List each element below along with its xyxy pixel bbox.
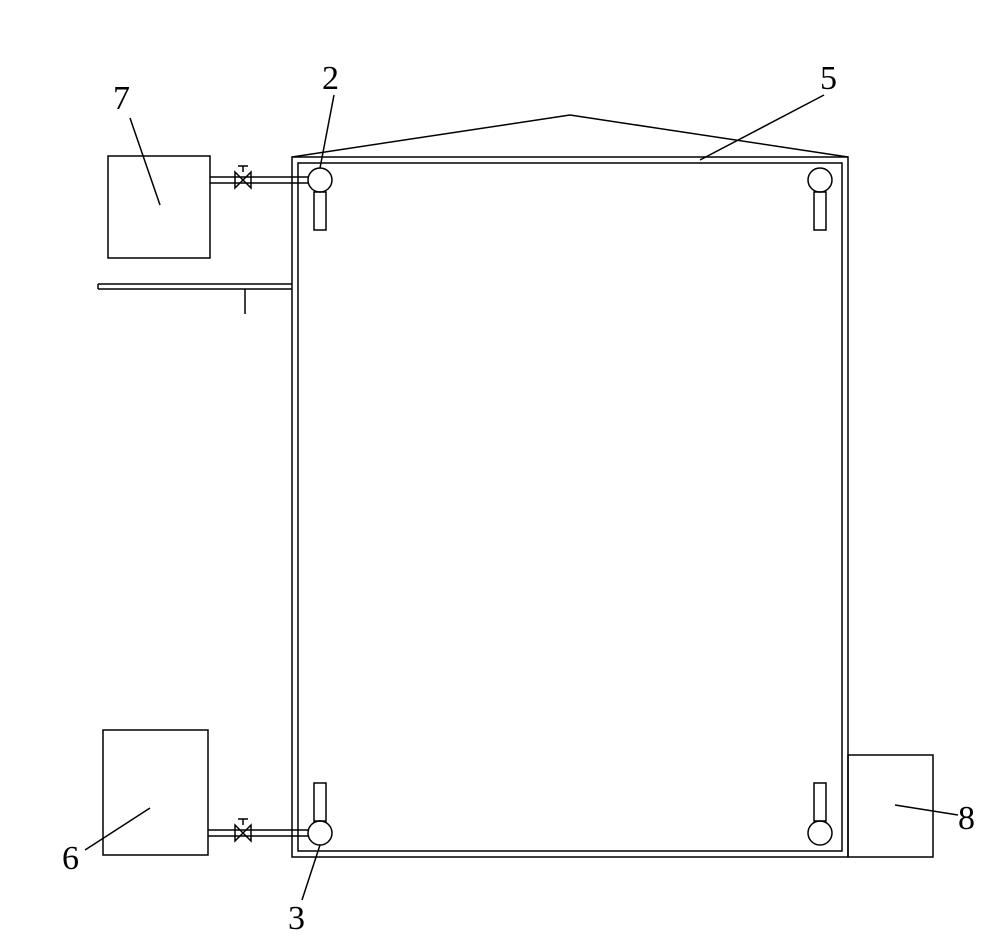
hanger-bracket (314, 783, 326, 821)
callout-label-3: 3 (288, 900, 305, 938)
component-box-8 (848, 755, 933, 857)
corner-connector-top-right (808, 168, 832, 192)
callout-label-6: 6 (62, 840, 79, 878)
corner-connector-bottom-left (308, 821, 332, 845)
hanger-bracket (314, 192, 326, 230)
corner-connector-bottom-right (808, 821, 832, 845)
callout-label-5: 5 (820, 60, 837, 98)
component-box-6 (103, 730, 208, 855)
component-box-7 (108, 156, 210, 258)
corner-connector-top-left (308, 168, 332, 192)
valve-icon (235, 172, 251, 188)
schematic-svg (0, 0, 1000, 945)
hanger-bracket (814, 783, 826, 821)
callout-label-7: 7 (113, 80, 130, 118)
main-tank-outer (292, 157, 848, 857)
hanger-bracket (814, 192, 826, 230)
diagram-root: 2 5 7 6 3 8 (0, 0, 1000, 945)
callout-label-8: 8 (958, 800, 975, 838)
callout-label-2: 2 (322, 60, 339, 98)
valve-icon (235, 825, 251, 841)
main-tank-inner (298, 163, 842, 851)
